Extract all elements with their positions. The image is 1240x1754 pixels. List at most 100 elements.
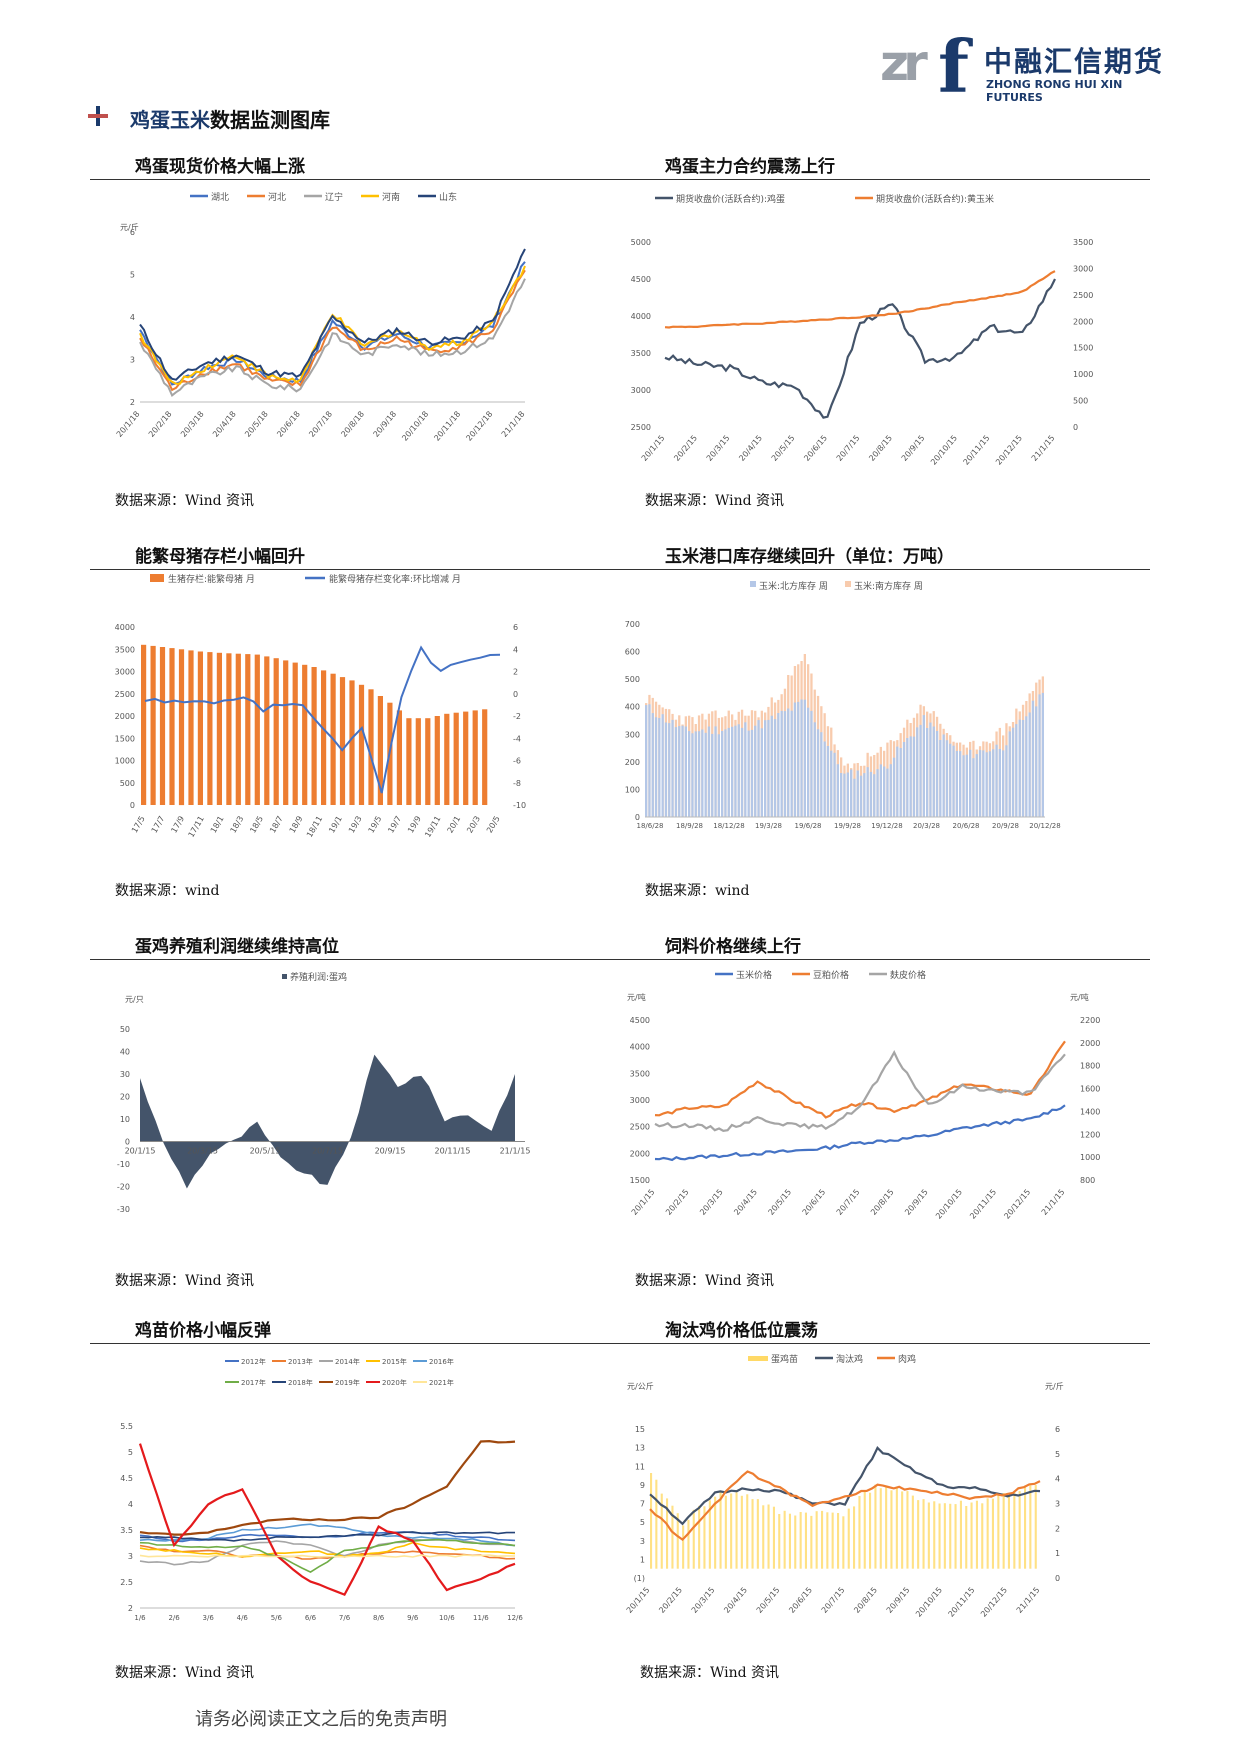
- bar: [714, 1496, 717, 1569]
- bar: [975, 1500, 978, 1569]
- bar-north: [916, 727, 919, 817]
- bar: [1034, 1484, 1037, 1569]
- chart-sow-inventory: 生猪存栏:能繁母猪 月 能繁母猪存栏变化率:环比增减 月 0 500 1000 1500 2…: [115, 573, 526, 839]
- bar-north: [992, 749, 995, 817]
- y-tick-label: 3: [130, 356, 135, 365]
- panel-source: 数据来源：wind: [115, 883, 220, 899]
- bar-north: [945, 740, 949, 817]
- bar-north: [773, 719, 777, 817]
- x-tick-label: 20/12/28: [1029, 822, 1060, 830]
- x-tick-label: 20/8/15: [852, 1586, 879, 1615]
- bar: [815, 1511, 818, 1569]
- bar-north: [1008, 731, 1011, 817]
- x-tick-label: 18/12/28: [713, 822, 744, 830]
- x-tick-label: 18/5: [248, 815, 265, 835]
- y-tick-label: 500: [1073, 397, 1088, 406]
- bar-north: [1035, 706, 1038, 817]
- x-tick-label: 17/11: [187, 815, 206, 839]
- x-tick-label: 20/5/15: [766, 1188, 793, 1217]
- panel-chick-price: 鸡苗价格小幅反弹 2012年 2013年 2014年 2015年 2016年 2017年 2…: [90, 1316, 620, 1706]
- panel-egg-spot-price: 鸡蛋现货价格大幅上涨 湖北 河北 辽宁 河南 山东 元/斤 2 3 4 5 6 20/1/18 20/2…: [90, 152, 620, 542]
- y-tick-label: 6: [130, 228, 135, 237]
- bar-north: [793, 702, 797, 817]
- bar-north: [770, 715, 773, 817]
- bar-north: [684, 726, 687, 817]
- bar: [847, 1508, 850, 1569]
- panel-title: 鸡蛋现货价格大幅上涨: [135, 157, 305, 177]
- y-tick-label: 2000: [630, 1149, 650, 1158]
- bar-north: [929, 722, 932, 817]
- x-tick-label: 20/12/15: [1002, 1188, 1032, 1221]
- bar-north: [1018, 719, 1021, 817]
- bar-north: [678, 726, 681, 817]
- bar: [783, 1510, 786, 1569]
- y-tick-label: 30: [120, 1070, 130, 1079]
- bar: [453, 712, 459, 805]
- y-tick-label: 3000: [630, 1096, 650, 1105]
- x-tick-label: 20/6/18: [275, 410, 302, 439]
- y-tick-label: 2: [128, 1604, 133, 1613]
- bar-north: [727, 727, 730, 817]
- x-tick-label: 20/9/15: [900, 434, 927, 463]
- y-tick-label: 10: [120, 1115, 130, 1124]
- bar: [917, 1500, 920, 1569]
- y-tick-label: 3500: [115, 645, 135, 654]
- x-tick-label: 21/1/15: [1040, 1188, 1067, 1217]
- x-tick-label: 20/9/18: [371, 410, 398, 439]
- series-line-河南: [139, 265, 526, 385]
- y-tick-label: 7: [640, 1500, 645, 1509]
- bar-north: [879, 764, 882, 817]
- bar-north: [982, 750, 985, 817]
- bar: [762, 1505, 765, 1569]
- x-tick-label: 20/6/15: [787, 1586, 814, 1615]
- bar-north: [833, 752, 836, 817]
- bar: [986, 1498, 989, 1569]
- bar-north: [671, 719, 674, 817]
- bar: [842, 1516, 845, 1569]
- bar-north: [813, 722, 816, 817]
- x-tick-label: 18/7: [268, 815, 285, 835]
- bar-north: [744, 722, 747, 817]
- legend-label: 2014年: [335, 1357, 360, 1366]
- bar: [810, 1515, 813, 1569]
- bar-north: [998, 749, 1001, 817]
- series-line-2020年: [138, 1443, 516, 1596]
- x-tick-label: 20/9/28: [992, 822, 1019, 830]
- legend-label: 豆粕价格: [813, 969, 849, 981]
- y-tick-label: 2: [130, 398, 135, 407]
- series-line-2019年: [139, 1439, 516, 1536]
- panel-title: 能繁母猪存栏小幅回升: [135, 547, 305, 567]
- bar-north: [816, 729, 820, 817]
- x-tick-label: 20/7/15: [835, 434, 862, 463]
- bar-north: [701, 729, 704, 817]
- bar-north: [651, 713, 654, 817]
- bar: [434, 716, 440, 805]
- bar: [885, 1485, 888, 1569]
- bar-north: [965, 754, 968, 817]
- bar: [772, 1506, 775, 1569]
- bar-north: [932, 726, 935, 817]
- bar: [724, 1495, 727, 1569]
- y-axis-unit: 元/斤: [120, 222, 139, 232]
- bar-north: [645, 705, 648, 817]
- legend-swatch: [282, 974, 287, 979]
- bar: [970, 1502, 973, 1569]
- bar-north: [1002, 750, 1005, 817]
- x-tick-label: 20/9/15: [903, 1188, 930, 1217]
- y-tick-label: 1800: [1080, 1062, 1100, 1071]
- bar-north: [797, 701, 800, 817]
- y-axis-unit-right: 元/吨: [1070, 992, 1089, 1002]
- bar-north: [949, 743, 952, 817]
- bar-north: [988, 751, 992, 817]
- bar: [245, 654, 251, 805]
- y-tick-label: 100: [625, 785, 640, 794]
- bar-north: [850, 769, 853, 817]
- series-line-山东: [139, 248, 526, 381]
- x-tick-label: 19/12/28: [871, 822, 902, 830]
- bar-north: [969, 749, 972, 817]
- x-tick-label: 3/6: [203, 1614, 215, 1622]
- bar: [666, 1498, 669, 1569]
- bar: [719, 1491, 722, 1569]
- legend-label: 2015年: [382, 1357, 407, 1366]
- y-tick-label: 1400: [1080, 1107, 1100, 1116]
